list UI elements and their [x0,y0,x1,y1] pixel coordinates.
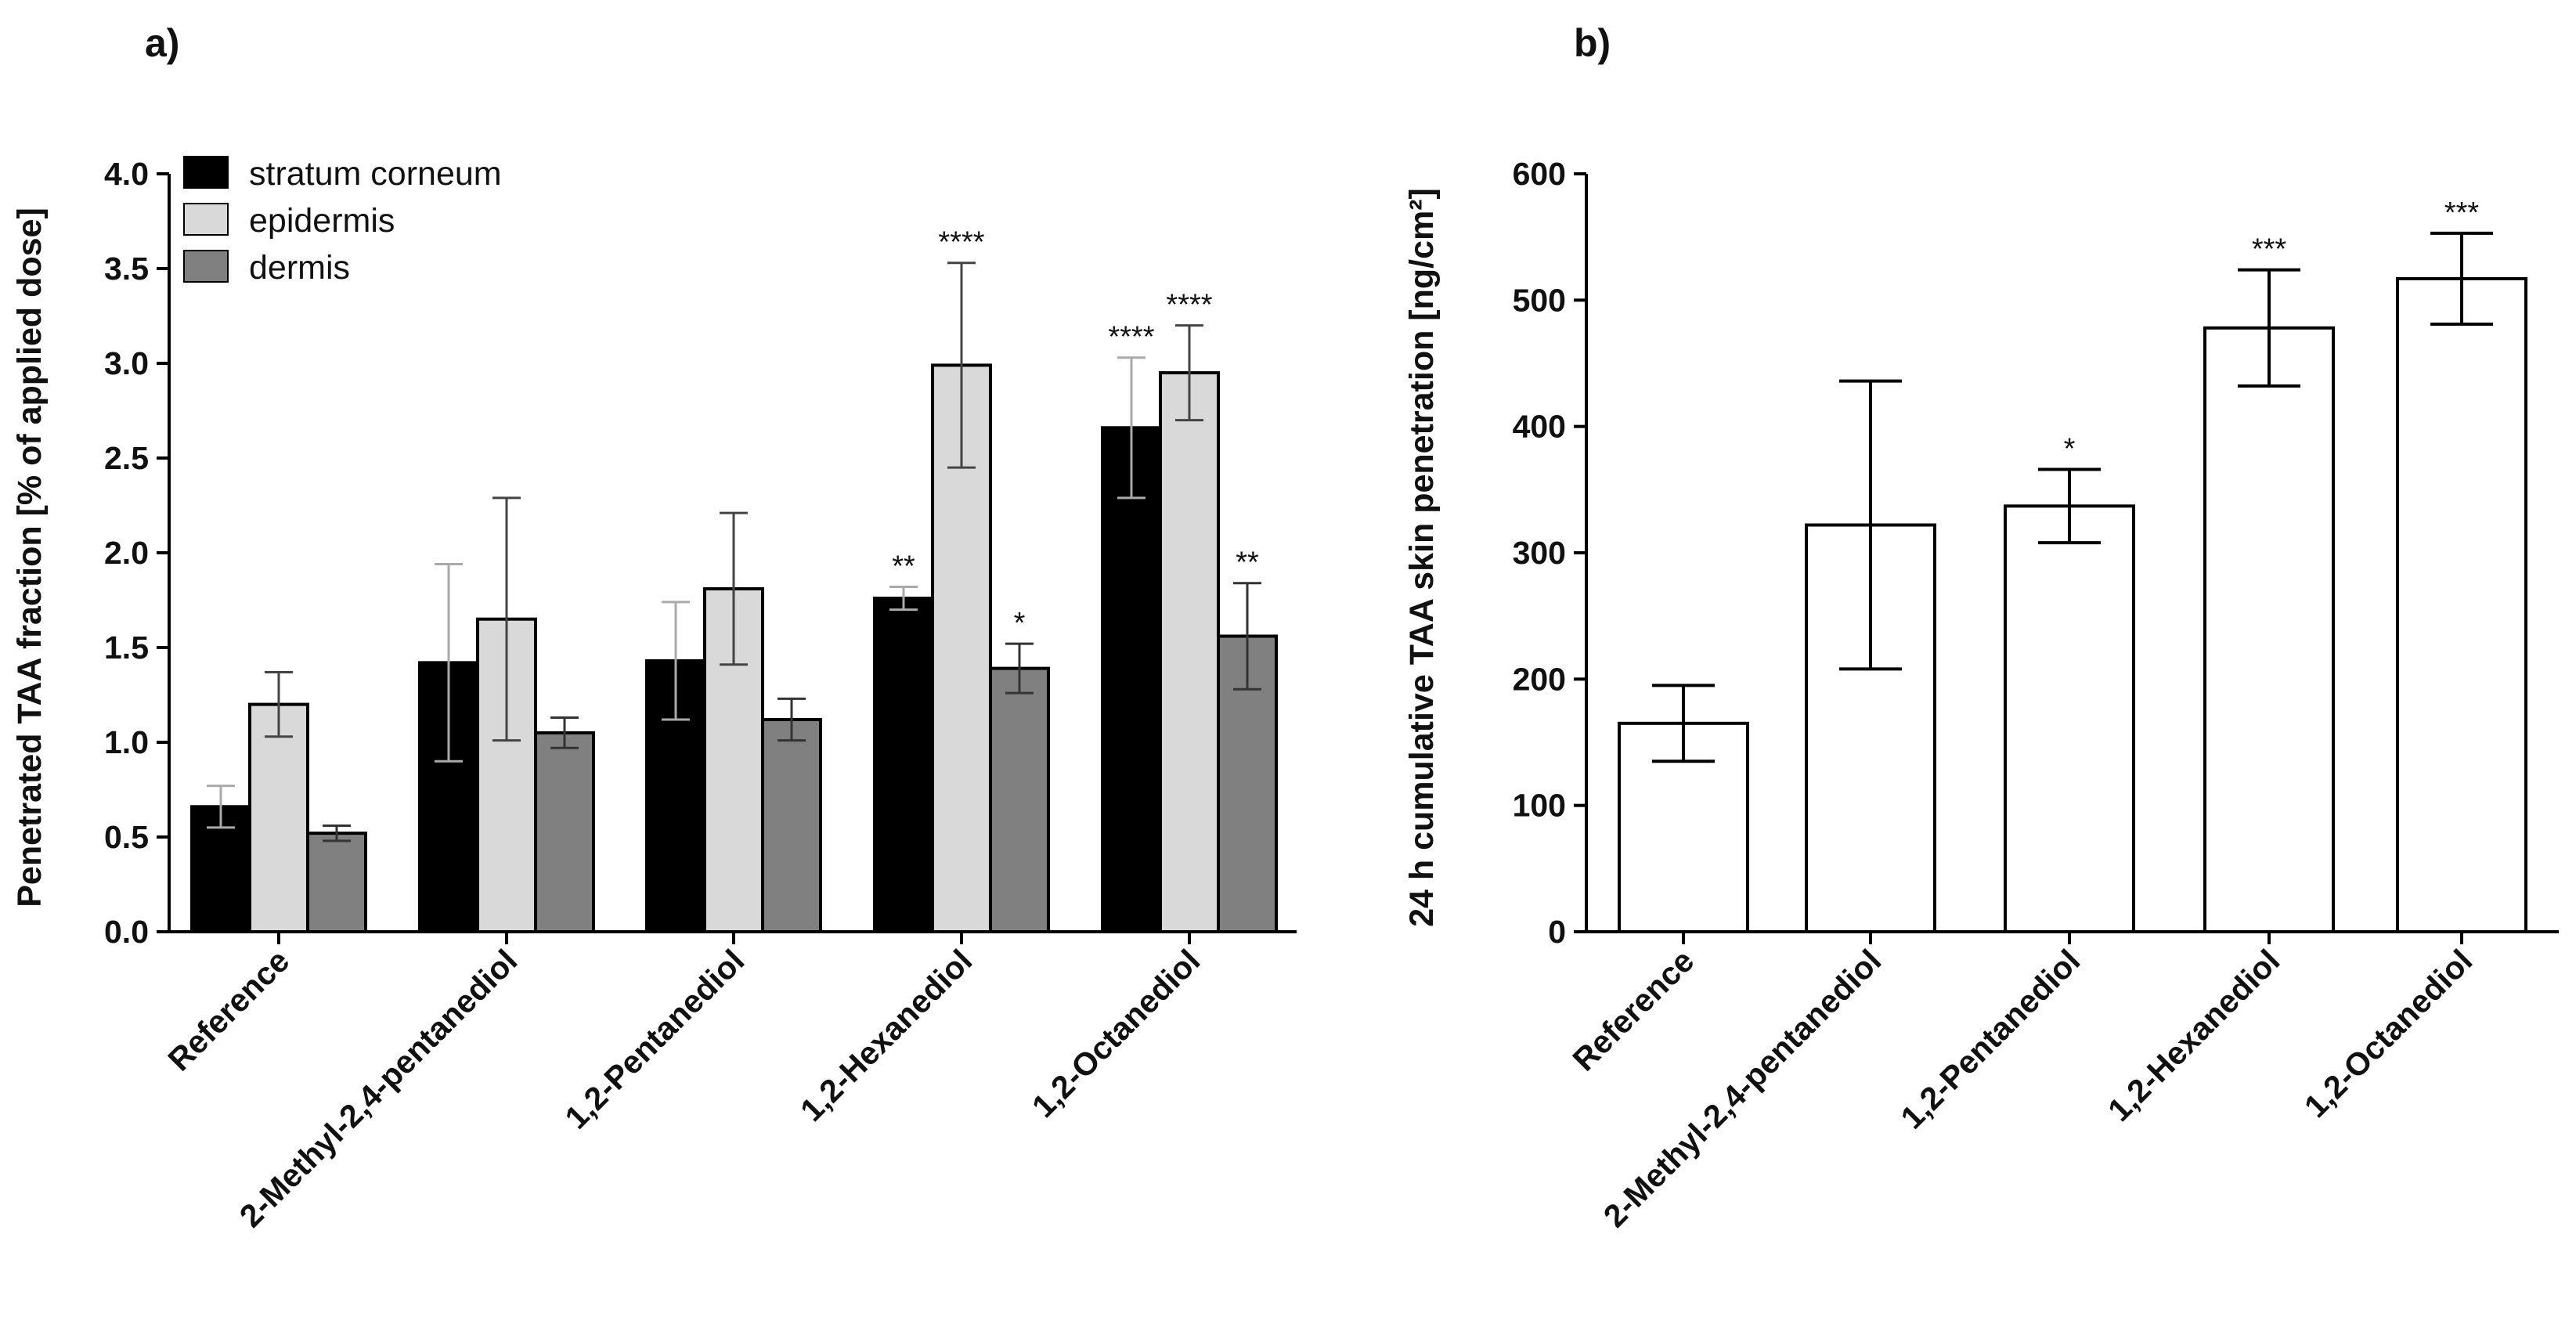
a-y-tick-label: 1.5 [104,630,149,666]
b-y-tick-label: 300 [1513,535,1566,571]
legend-label-stratum-corneum: stratum corneum [249,155,502,193]
b-significance-mark: *** [2252,233,2287,266]
b-y-tick-label: 100 [1513,788,1566,824]
legend-swatch-dermis [183,250,229,283]
b-bar-24-h-cumulative-taa-skin-penetration-1-2-pentanediol [2004,504,2135,933]
a-y-tick-label: 1.0 [104,724,149,760]
a-y-tick-label: 3.5 [104,251,149,287]
a-significance-mark: ** [1236,547,1259,579]
a-y-tick-label: 2.5 [104,440,149,476]
a-y-tick-label: 4.0 [104,156,149,192]
legend-label-epidermis: epidermis [249,202,395,240]
a-bar-stratum-corneum-1-2-hexanediol [873,597,934,934]
b-bar-24-h-cumulative-taa-skin-penetration-1-2-octanediol [2396,276,2527,933]
panel-b-label: b) [1574,21,1611,65]
panel-a: a) Penetrated TAA fraction [% of applied… [11,21,1297,1234]
panel-a-y-axis-title: Penetrated TAA fraction [% of applied do… [11,207,49,907]
b-y-tick-label: 600 [1513,156,1566,192]
a-significance-mark: **** [1166,289,1212,322]
panel-b-bars: ******* [1618,197,2527,933]
a-y-tick-label: 3.0 [104,345,149,381]
b-y-tick-label: 0 [1548,914,1566,950]
panel-a-legend: stratum corneum epidermis dermis [183,155,502,287]
a-significance-mark: ** [892,550,915,583]
a-category-label-1-2-pentanediol: 1,2-Pentanediol [558,943,752,1136]
b-category-label-1-2-hexanediol: 1,2-Hexanediol [2101,943,2286,1128]
b-category-label-1-2-octanediol: 1,2-Octanediol [2297,943,2479,1124]
b-bar-24-h-cumulative-taa-skin-penetration-1-2-hexanediol [2203,326,2335,933]
b-significance-mark: *** [2444,197,2480,229]
b-category-label-1-2-pentanediol: 1,2-Pentanediol [1894,943,2087,1136]
a-bar-dermis-1-2-pentanediol [761,717,822,934]
a-y-tick-label: 2.0 [104,535,149,571]
panel-a-bars: ***************** [190,226,1278,934]
a-category-label-reference: Reference [161,943,297,1078]
panel-a-label: a) [145,21,179,65]
a-bar-dermis-reference [306,832,367,934]
a-bar-dermis-1-2-hexanediol [989,666,1050,933]
a-y-tick-label: 0.0 [104,914,149,950]
b-y-tick-label: 400 [1513,409,1566,445]
panel-b: b) 24 h cumulative TAA skin penetration … [1403,21,2559,1234]
legend-swatch-epidermis [183,203,229,236]
b-y-tick-label: 500 [1513,282,1566,318]
a-bar-epidermis-1-2-octanediol [1159,371,1220,934]
a-y-tick-label: 0.5 [104,819,149,855]
a-category-label-1-2-octanediol: 1,2-Octanediol [1025,943,1207,1124]
a-bar-stratum-corneum-1-2-octanediol [1101,426,1162,933]
a-significance-mark: **** [938,226,984,259]
legend-label-dermis: dermis [249,249,350,287]
panel-a-axes: 0.0 0.5 1.0 1.5 2.0 2.5 3.0 3.5 4.0 [104,156,1297,950]
legend-swatch-stratum-corneum [183,156,229,189]
panel-b-y-axis-title: 24 h cumulative TAA skin penetration [ng… [1403,188,1441,927]
a-bar-epidermis-reference [248,702,309,933]
b-category-label-reference: Reference [1566,943,1701,1078]
a-significance-mark: * [1014,607,1026,640]
a-bar-dermis-2-methyl-2-4-pentanediol [534,731,595,934]
a-significance-mark: **** [1108,321,1154,354]
b-y-tick-label: 200 [1513,661,1566,697]
b-significance-mark: * [2064,433,2076,466]
a-category-label-1-2-hexanediol: 1,2-Hexanediol [793,943,979,1128]
